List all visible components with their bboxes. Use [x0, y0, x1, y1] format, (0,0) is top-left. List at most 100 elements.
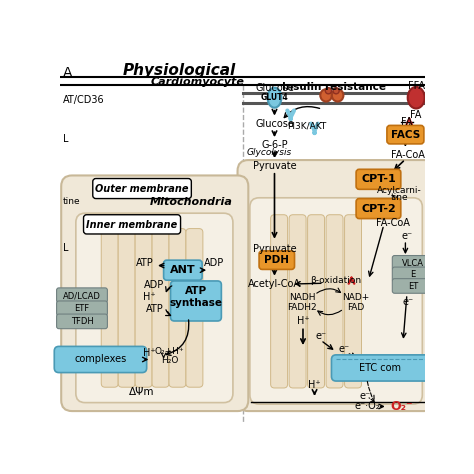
Text: ATP: ATP [136, 258, 154, 268]
Text: VLCA: VLCA [402, 259, 424, 268]
Text: tine: tine [63, 197, 81, 206]
FancyBboxPatch shape [392, 255, 432, 270]
Text: L: L [63, 243, 68, 253]
FancyBboxPatch shape [345, 215, 362, 388]
FancyBboxPatch shape [308, 215, 325, 388]
Text: O₂+H⁺: O₂+H⁺ [155, 347, 184, 356]
FancyBboxPatch shape [392, 267, 432, 282]
Text: ET: ET [408, 282, 418, 291]
Ellipse shape [332, 89, 343, 101]
Text: e⁻: e⁻ [315, 331, 326, 341]
Text: E: E [410, 270, 416, 279]
FancyBboxPatch shape [387, 126, 424, 144]
Text: AT/CD36: AT/CD36 [63, 95, 104, 105]
FancyBboxPatch shape [356, 199, 401, 219]
FancyBboxPatch shape [118, 228, 135, 387]
FancyBboxPatch shape [56, 288, 108, 302]
Text: ATP: ATP [146, 304, 163, 314]
Text: H₂O: H₂O [161, 356, 179, 365]
Text: Glucose: Glucose [255, 119, 294, 129]
FancyBboxPatch shape [392, 279, 432, 293]
Text: FADH2: FADH2 [287, 302, 317, 311]
Text: FA: FA [410, 109, 422, 119]
Text: β-oxidation: β-oxidation [310, 276, 362, 285]
FancyBboxPatch shape [55, 346, 146, 373]
FancyBboxPatch shape [76, 213, 233, 402]
Text: FA-CoA: FA-CoA [376, 218, 410, 228]
FancyBboxPatch shape [56, 314, 108, 328]
Text: e⁻: e⁻ [359, 391, 370, 401]
Text: FACS: FACS [391, 130, 420, 140]
Text: Inner membrane: Inner membrane [86, 220, 178, 230]
Text: Glucose: Glucose [255, 82, 294, 93]
Text: PI3K/AKT: PI3K/AKT [287, 122, 327, 131]
Text: Physiological: Physiological [123, 63, 237, 78]
Text: Mitochondria: Mitochondria [150, 197, 233, 207]
Text: CPT-1: CPT-1 [361, 174, 396, 184]
FancyBboxPatch shape [56, 301, 108, 316]
Ellipse shape [267, 88, 282, 108]
FancyBboxPatch shape [326, 215, 343, 388]
Text: H⁺: H⁺ [144, 348, 156, 358]
FancyBboxPatch shape [250, 198, 422, 404]
Text: Glycolysis: Glycolysis [246, 148, 292, 157]
FancyBboxPatch shape [186, 228, 203, 387]
Text: e⁻·O₂: e⁻·O₂ [354, 401, 380, 411]
Text: e⁻: e⁻ [401, 230, 412, 240]
Text: NAD+: NAD+ [342, 292, 369, 301]
Text: ATP
synthase: ATP synthase [169, 286, 222, 308]
Text: FFA: FFA [408, 81, 425, 91]
Text: H⁺: H⁺ [144, 292, 156, 302]
FancyBboxPatch shape [83, 215, 181, 234]
Text: e⁻: e⁻ [338, 344, 349, 354]
Text: AD/LCAD: AD/LCAD [63, 291, 101, 300]
Text: PDH: PDH [264, 255, 289, 265]
FancyBboxPatch shape [171, 281, 221, 321]
Ellipse shape [325, 88, 331, 94]
Text: Cardiomyocyte: Cardiomyocyte [151, 77, 245, 87]
Text: Acylcarni-: Acylcarni- [377, 186, 421, 195]
Text: ΔΨm: ΔΨm [128, 387, 154, 397]
Text: O₂⁻: O₂⁻ [390, 400, 413, 413]
FancyBboxPatch shape [237, 160, 435, 411]
FancyBboxPatch shape [93, 179, 191, 199]
Text: TFDH: TFDH [71, 317, 93, 326]
Text: ANT: ANT [170, 265, 196, 275]
Text: L: L [63, 134, 68, 144]
Text: Pyruvate: Pyruvate [253, 245, 296, 255]
FancyBboxPatch shape [164, 260, 202, 280]
Text: FAD: FAD [346, 302, 364, 311]
Text: e⁻: e⁻ [403, 297, 414, 307]
Text: ETC com: ETC com [359, 363, 401, 373]
FancyBboxPatch shape [61, 175, 248, 411]
Text: complexes: complexes [74, 355, 127, 365]
FancyBboxPatch shape [259, 251, 294, 269]
Text: A: A [63, 66, 72, 80]
Text: G-6-P: G-6-P [261, 140, 288, 150]
Text: GLUT4: GLUT4 [261, 93, 288, 102]
FancyBboxPatch shape [135, 228, 152, 387]
FancyBboxPatch shape [356, 169, 401, 189]
Ellipse shape [333, 88, 339, 94]
Ellipse shape [320, 89, 332, 101]
Text: Outer membrane: Outer membrane [95, 183, 189, 193]
FancyBboxPatch shape [289, 215, 306, 388]
FancyBboxPatch shape [271, 215, 288, 388]
Text: CPT-2: CPT-2 [361, 203, 396, 214]
Text: FA: FA [401, 117, 413, 127]
Text: Pyruvate: Pyruvate [253, 161, 296, 171]
FancyBboxPatch shape [152, 228, 169, 387]
Text: ADP: ADP [144, 280, 164, 290]
Text: Insulin resistance: Insulin resistance [282, 82, 386, 92]
Text: H⁺: H⁺ [308, 380, 321, 390]
Text: tine: tine [391, 192, 408, 201]
Text: ADP: ADP [204, 258, 225, 268]
Ellipse shape [408, 87, 425, 109]
Text: H⁺: H⁺ [297, 316, 310, 326]
Text: FA-CoA: FA-CoA [391, 150, 425, 160]
FancyBboxPatch shape [169, 228, 186, 387]
FancyBboxPatch shape [331, 355, 429, 381]
FancyBboxPatch shape [101, 228, 118, 387]
Text: Acetyl-CoA: Acetyl-CoA [248, 279, 301, 289]
Text: ETF: ETF [74, 304, 90, 313]
